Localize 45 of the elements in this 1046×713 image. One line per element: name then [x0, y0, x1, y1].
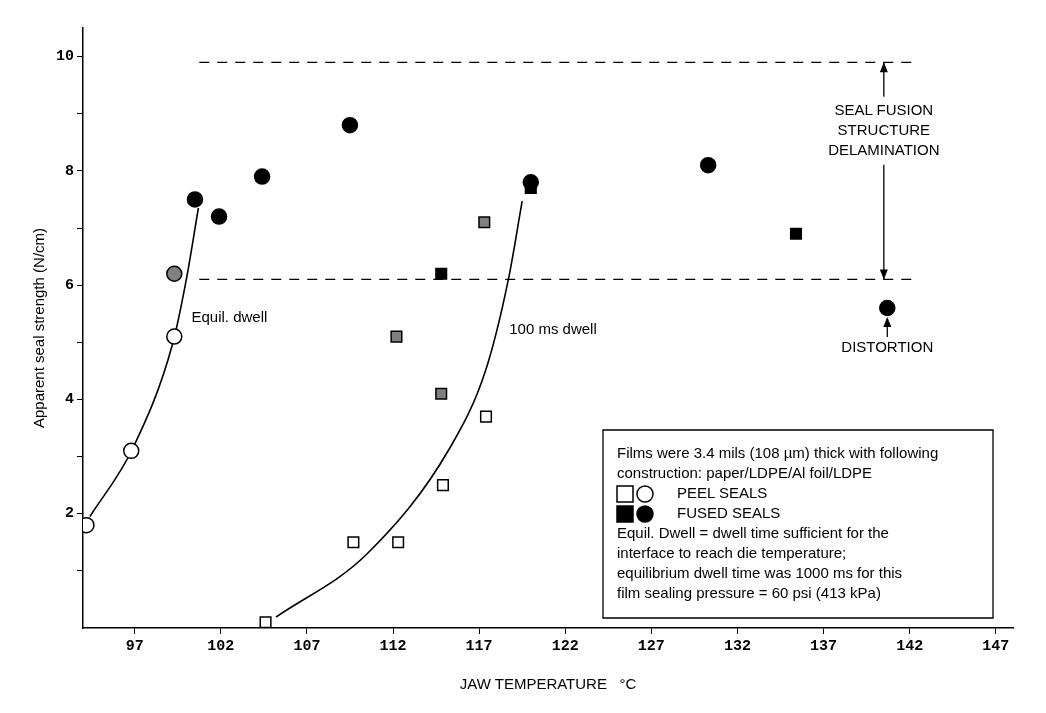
annotation: SEAL FUSION STRUCTURE DELAMINATION	[828, 101, 940, 158]
annotation: Films were 3.4 mils (108 µm) thick with following construction: paper/LDPE/Al foil/LDPE	[617, 444, 939, 482]
annotation: Equil. Dwell = dwell time sufficient for the interface to reach die temperature; equilibrium dwell time was 1000 ms for this film sealing pressure = 60 psi (413 kPa)	[617, 524, 903, 602]
point	[699, 156, 717, 174]
point	[259, 616, 272, 628]
point	[789, 227, 803, 240]
point	[166, 328, 183, 345]
x-tick-label: 102	[207, 637, 235, 655]
y-tick-label: 10	[55, 48, 74, 66]
point	[186, 191, 204, 208]
y-axis-title: Apparent seal strength (N/cm)	[30, 227, 48, 429]
y-tick-label: 4	[64, 391, 74, 409]
point	[435, 267, 448, 280]
legend-label: PEEL SEALS	[677, 484, 768, 502]
annotation: DISTORTION	[841, 338, 934, 356]
x-tick-label: 132	[723, 637, 751, 655]
point	[390, 330, 403, 343]
point	[210, 208, 228, 225]
point	[347, 536, 360, 549]
x-tick-label: 142	[896, 637, 924, 655]
point	[253, 168, 271, 185]
x-tick-label: 122	[551, 637, 579, 655]
point	[479, 410, 493, 423]
x-tick-label: 97	[125, 637, 144, 655]
x-axis-title: JAW TEMPERATURE °C	[459, 675, 637, 693]
y-tick-label: 2	[64, 505, 74, 523]
x-tick-label: 137	[810, 637, 838, 655]
y-tick-label: 8	[64, 162, 74, 180]
x-tick-label: 107	[293, 637, 321, 655]
series-label: 100 ms dwell	[509, 320, 597, 338]
point	[478, 216, 491, 229]
y-tick-label: 6	[64, 276, 74, 294]
point	[392, 536, 405, 549]
point	[122, 442, 140, 460]
x-tick-label: 127	[637, 637, 665, 655]
point	[879, 299, 896, 317]
x-tick-label: 117	[465, 637, 493, 655]
point	[166, 265, 183, 282]
series-label: Equil. dwell	[191, 307, 268, 325]
point	[341, 116, 359, 134]
point	[436, 479, 449, 492]
x-tick-label: 112	[379, 637, 407, 655]
x-tick-label: 147	[982, 637, 1010, 655]
legend-label: FUSED SEALS	[677, 504, 781, 522]
point	[435, 387, 448, 400]
